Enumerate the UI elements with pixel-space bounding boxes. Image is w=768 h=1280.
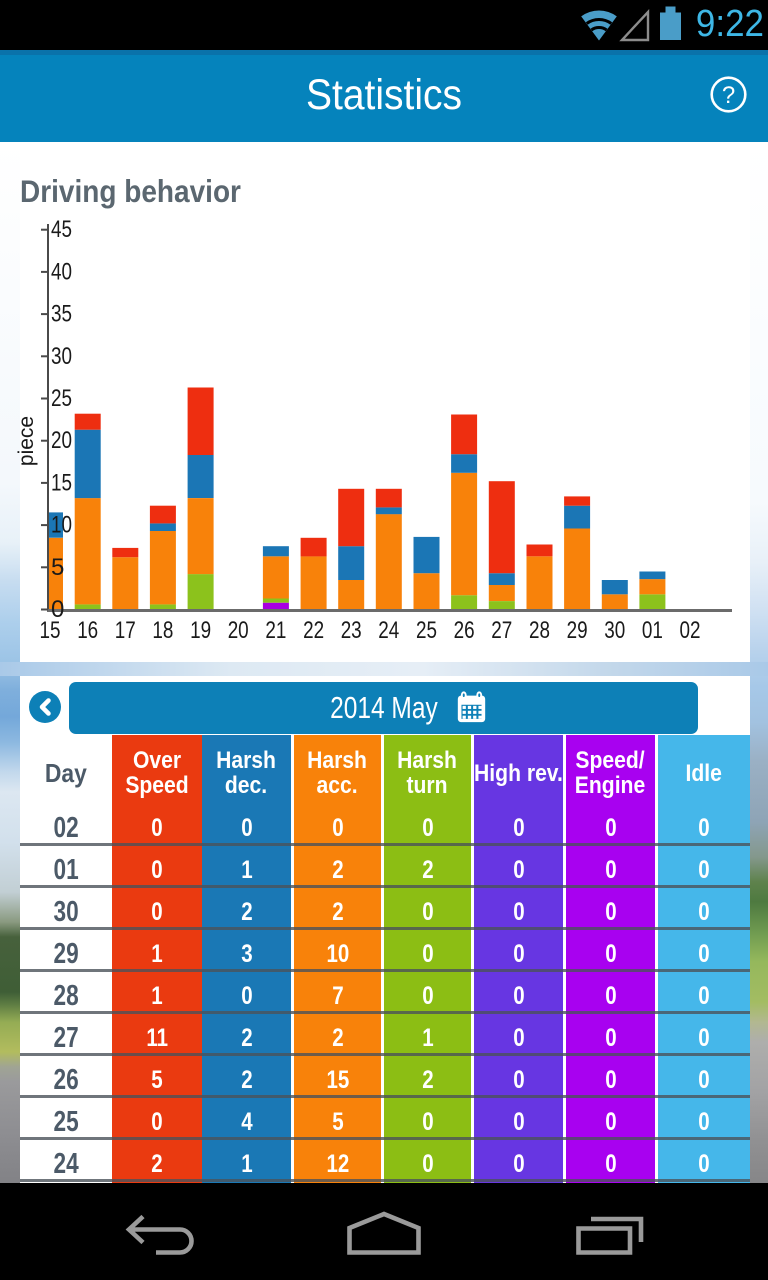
svg-text:45: 45 bbox=[51, 216, 72, 243]
svg-text:40: 40 bbox=[51, 258, 72, 285]
svg-text:35: 35 bbox=[51, 301, 72, 328]
svg-text:20: 20 bbox=[228, 617, 249, 644]
svg-text:24: 24 bbox=[378, 617, 399, 644]
svg-text:16: 16 bbox=[77, 617, 98, 644]
svg-text:25: 25 bbox=[416, 617, 437, 644]
svg-text:30: 30 bbox=[604, 617, 625, 644]
svg-text:01: 01 bbox=[642, 617, 663, 644]
svg-text:22: 22 bbox=[303, 617, 324, 644]
svg-text:19: 19 bbox=[190, 617, 211, 644]
svg-text:28: 28 bbox=[529, 617, 550, 644]
svg-text:25: 25 bbox=[51, 385, 72, 412]
svg-text:piece: piece bbox=[15, 416, 38, 466]
svg-text:10: 10 bbox=[51, 512, 72, 539]
svg-text:23: 23 bbox=[341, 617, 362, 644]
svg-text:30: 30 bbox=[51, 343, 72, 370]
svg-text:20: 20 bbox=[51, 427, 72, 454]
svg-text:21: 21 bbox=[265, 617, 286, 644]
svg-text:15: 15 bbox=[40, 617, 61, 644]
svg-text:17: 17 bbox=[115, 617, 136, 644]
svg-text:27: 27 bbox=[491, 617, 512, 644]
svg-text:0: 0 bbox=[51, 596, 64, 623]
svg-text:18: 18 bbox=[152, 617, 173, 644]
svg-text:26: 26 bbox=[454, 617, 475, 644]
svg-text:29: 29 bbox=[567, 617, 588, 644]
svg-text:02: 02 bbox=[680, 617, 701, 644]
svg-text:15: 15 bbox=[51, 469, 72, 496]
svg-text:5: 5 bbox=[51, 554, 64, 581]
svg-text:?: ? bbox=[722, 82, 735, 109]
